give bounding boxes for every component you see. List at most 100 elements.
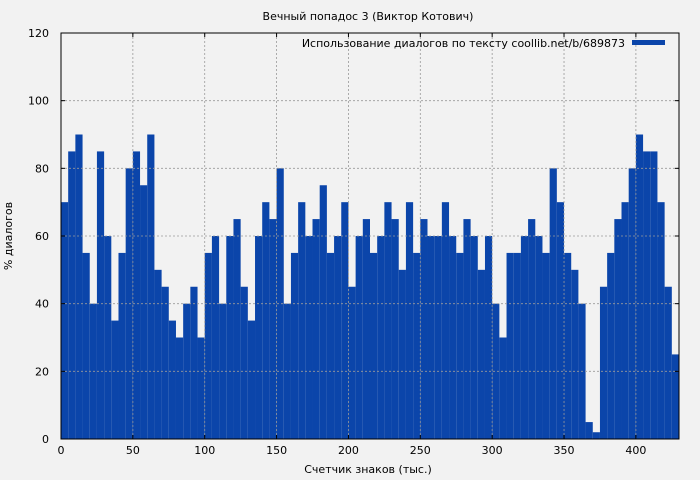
data-bar (61, 202, 69, 439)
x-tick-label: 400 (625, 444, 646, 457)
y-tick-label: 80 (35, 162, 49, 175)
data-bar (664, 286, 672, 439)
x-tick-label: 350 (554, 444, 575, 457)
data-bar (621, 202, 629, 439)
data-bar (628, 168, 636, 440)
data-bar (298, 202, 306, 439)
data-bar (592, 432, 600, 439)
data-bar (427, 236, 435, 439)
data-bar (290, 252, 299, 439)
legend: Использование диалогов по тексту coollib… (302, 37, 665, 50)
data-bar (535, 236, 543, 439)
y-tick-label: 40 (35, 298, 49, 311)
data-bar (413, 252, 421, 439)
data-bar (564, 252, 572, 439)
y-tick-label: 100 (28, 95, 49, 108)
data-bar (405, 202, 414, 439)
data-bar (671, 354, 679, 439)
x-tick-label: 200 (338, 444, 359, 457)
data-bar (355, 236, 363, 439)
data-bar (513, 252, 521, 439)
data-bar (326, 252, 335, 439)
data-bar (384, 202, 392, 439)
data-bar (391, 219, 399, 439)
data-bar (262, 202, 270, 439)
data-bar (492, 303, 500, 439)
data-bar (255, 236, 263, 439)
data-bar (247, 320, 256, 439)
data-bar (528, 219, 536, 439)
data-bar (75, 134, 83, 439)
data-bar (377, 236, 385, 439)
y-tick-label: 60 (35, 230, 49, 243)
data-bar (650, 151, 658, 439)
data-bar (520, 236, 529, 439)
x-tick-label: 50 (126, 444, 140, 457)
data-bar (614, 219, 622, 439)
data-bar (370, 252, 378, 439)
data-bar (449, 236, 457, 439)
data-bar (585, 422, 593, 439)
data-bar (319, 185, 327, 439)
data-bar (434, 236, 442, 439)
data-bar (168, 320, 176, 439)
y-axis-label: % диалогов (2, 202, 15, 270)
data-bar (420, 219, 428, 439)
data-bar (556, 202, 565, 439)
data-bar (154, 269, 162, 439)
data-bar (542, 252, 550, 439)
data-bar (82, 252, 90, 439)
data-bar (175, 337, 184, 439)
data-bar (441, 202, 450, 439)
data-bar (398, 269, 406, 439)
data-bar (657, 202, 665, 439)
data-bar (269, 219, 277, 439)
data-bar (190, 286, 198, 439)
data-bar (341, 202, 349, 439)
data-bar (197, 337, 205, 439)
x-tick-label: 0 (58, 444, 65, 457)
data-bar (470, 236, 478, 439)
data-bar (571, 269, 579, 439)
x-tick-label: 300 (482, 444, 503, 457)
data-bar (635, 134, 644, 439)
data-bar (276, 168, 284, 440)
data-bar (312, 219, 320, 439)
x-tick-label: 100 (194, 444, 215, 457)
data-bar (204, 252, 212, 439)
data-bar (599, 286, 608, 439)
data-bar (96, 151, 105, 439)
data-bar (118, 252, 126, 439)
x-axis-label: Счетчик знаков (тыс.) (304, 463, 432, 476)
data-bar (484, 236, 493, 439)
x-tick-label: 250 (410, 444, 431, 457)
data-bar (283, 303, 291, 439)
data-bar (211, 236, 220, 439)
y-tick-label: 120 (28, 27, 49, 40)
data-bar (161, 286, 169, 439)
data-bar (506, 252, 514, 439)
data-bar (68, 151, 76, 439)
data-bar (499, 337, 507, 439)
data-bar (233, 219, 241, 439)
data-bar (456, 252, 464, 439)
data-bar (643, 151, 651, 439)
data-bar (477, 269, 485, 439)
data-bar (334, 236, 342, 439)
data-bar (140, 185, 148, 439)
x-tick-label: 150 (266, 444, 287, 457)
legend-label: Использование диалогов по тексту coollib… (302, 37, 625, 50)
y-tick-label: 0 (42, 433, 49, 446)
data-bar (147, 134, 155, 439)
y-tick-label: 20 (35, 365, 49, 378)
data-bar (362, 219, 370, 439)
data-bar (463, 219, 471, 439)
data-bar (132, 151, 141, 439)
data-bar (305, 236, 313, 439)
data-bar (348, 286, 356, 439)
data-bar (111, 320, 119, 439)
data-bar (607, 252, 615, 439)
legend-swatch (632, 40, 665, 45)
